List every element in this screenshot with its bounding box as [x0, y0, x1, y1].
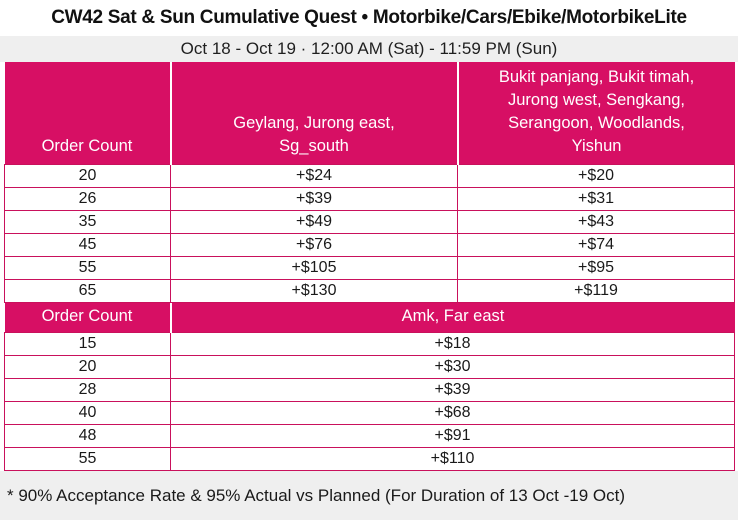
bonus-amount-cell: +$68 — [170, 401, 735, 425]
bonus-amount-cell: +$30 — [170, 355, 735, 379]
order-count-cell: 48 — [4, 424, 171, 448]
bonus-amount-cell: +$31 — [457, 187, 735, 211]
quest-table-zones-b: Order Count Amk, Far east 15 +$18 20 +$30 28… — [4, 303, 735, 471]
bonus-amount-cell: +$130 — [170, 279, 458, 303]
order-count-cell: 20 — [4, 164, 171, 188]
bonus-amount-cell: +$76 — [170, 233, 458, 257]
column-header-zone-bukit-group: Bukit panjang, Bukit timah, Jurong west,… — [456, 62, 735, 165]
bonus-amount-cell: +$39 — [170, 187, 458, 211]
quest-table-b-body: 15 +$18 20 +$30 28 +$39 40 +$68 48 +$91 55 +$110 — [4, 332, 735, 471]
column-header-order-count: Order Count — [4, 62, 171, 165]
column-header-zone-amk-group: Amk, Far east — [169, 303, 735, 333]
bonus-amount-cell: +$43 — [457, 210, 735, 234]
column-header-order-count: Order Count — [4, 303, 171, 333]
table-row: 65 +$130 +$119 — [4, 279, 735, 303]
bonus-amount-cell: +$74 — [457, 233, 735, 257]
order-count-cell: 28 — [4, 378, 171, 402]
order-count-cell: 45 — [4, 233, 171, 257]
quest-table-a-header: Order Count Geylang, Jurong east, Sg_sou… — [4, 62, 735, 165]
order-count-cell: 26 — [4, 187, 171, 211]
date-range-subtitle: Oct 18 - Oct 19 · 12:00 AM (Sat) - 11:59… — [0, 36, 738, 62]
table-row: 45 +$76 +$74 — [4, 233, 735, 257]
header-row: Order Count Geylang, Jurong east, Sg_sou… — [4, 62, 735, 165]
bonus-amount-cell: +$91 — [170, 424, 735, 448]
table-row: 20 +$30 — [4, 355, 735, 379]
bonus-amount-cell: +$18 — [170, 332, 735, 356]
table-row: 55 +$105 +$95 — [4, 256, 735, 280]
eligibility-footnote: * 90% Acceptance Rate & 95% Actual vs Pl… — [0, 471, 738, 520]
table-row: 15 +$18 — [4, 332, 735, 356]
table-row: 20 +$24 +$20 — [4, 164, 735, 188]
table-row: 40 +$68 — [4, 401, 735, 425]
quest-table-a-body: 20 +$24 +$20 26 +$39 +$31 35 +$49 +$43 45 +$76 +$74… — [4, 164, 735, 303]
bonus-amount-cell: +$110 — [170, 447, 735, 471]
table-row: 26 +$39 +$31 — [4, 187, 735, 211]
bonus-amount-cell: +$105 — [170, 256, 458, 280]
table-row: 35 +$49 +$43 — [4, 210, 735, 234]
bonus-amount-cell: +$24 — [170, 164, 458, 188]
table-row: 55 +$110 — [4, 447, 735, 471]
quest-table-b-header: Order Count Amk, Far east — [4, 303, 735, 333]
bonus-amount-cell: +$39 — [170, 378, 735, 402]
header-row: Order Count Amk, Far east — [4, 303, 735, 333]
table-row: 48 +$91 — [4, 424, 735, 448]
table-row: 28 +$39 — [4, 378, 735, 402]
bonus-amount-cell: +$49 — [170, 210, 458, 234]
order-count-cell: 55 — [4, 256, 171, 280]
order-count-cell: 40 — [4, 401, 171, 425]
page-title: CW42 Sat & Sun Cumulative Quest • Motorb… — [0, 0, 738, 36]
bonus-amount-cell: +$119 — [457, 279, 735, 303]
order-count-cell: 20 — [4, 355, 171, 379]
bonus-amount-cell: +$95 — [457, 256, 735, 280]
order-count-cell: 55 — [4, 447, 171, 471]
column-header-zone-geylang-group: Geylang, Jurong east, Sg_south — [169, 62, 458, 165]
bonus-amount-cell: +$20 — [457, 164, 735, 188]
quest-table-zones-a: Order Count Geylang, Jurong east, Sg_sou… — [4, 62, 735, 303]
order-count-cell: 35 — [4, 210, 171, 234]
order-count-cell: 15 — [4, 332, 171, 356]
order-count-cell: 65 — [4, 279, 171, 303]
